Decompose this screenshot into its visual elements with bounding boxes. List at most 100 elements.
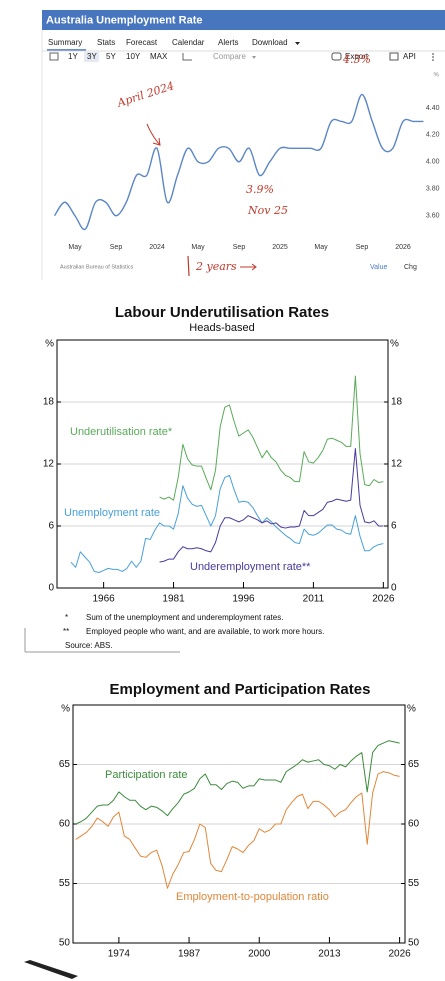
hand-annotation: Nov 25 <box>247 204 288 217</box>
source: Source: ABS. <box>65 641 113 650</box>
api-icon <box>389 52 399 61</box>
x-tick-label: 1981 <box>162 594 185 605</box>
footer-button[interactable]: Chg <box>404 264 417 271</box>
tab[interactable]: Summary <box>48 38 82 47</box>
y-tick-label: 12 <box>391 459 403 470</box>
chart-title: Labour Underutilisation Rates <box>115 304 329 321</box>
x-tick-label: May <box>68 244 82 251</box>
x-tick-label: 1987 <box>178 949 201 960</box>
x-tick-label: 2011 <box>303 594 325 605</box>
note: Employed people who want, and are availa… <box>86 627 324 636</box>
series-line <box>159 448 384 563</box>
y-tick-label: 60 <box>408 819 420 830</box>
x-tick-label: 1966 <box>92 594 115 605</box>
range-button[interactable]: 10Y <box>126 52 141 61</box>
y-tick-label: 65 <box>408 759 420 770</box>
series-line <box>53 93 424 231</box>
hand-annotation: 2 years <box>195 260 237 273</box>
note-mark: ** <box>63 627 69 636</box>
footer-button[interactable]: Value <box>370 264 387 271</box>
y-tick-label: 0 <box>391 583 397 594</box>
range-button[interactable]: 5Y <box>106 52 116 61</box>
y-unit: % <box>434 73 440 79</box>
hand-arrow <box>240 263 257 271</box>
widget-title: Australia Unemployment Rate <box>46 14 202 26</box>
series-line <box>75 771 400 889</box>
y-tick-label: 55 <box>408 878 420 889</box>
tab[interactable]: Download <box>252 38 288 47</box>
more-menu[interactable] <box>432 53 434 61</box>
action-button[interactable]: Export <box>345 52 369 61</box>
series-line <box>70 474 384 573</box>
series-line <box>75 740 400 825</box>
y-tick-label: 65 <box>59 759 71 770</box>
chart-title: Employment and Participation Rates <box>110 681 371 698</box>
export-icon <box>331 52 342 61</box>
plot-frame <box>56 339 389 589</box>
header-bar <box>42 10 445 30</box>
series-label: Unemployment rate <box>64 507 160 519</box>
series-line <box>159 375 384 501</box>
hand-annotation: 4.5% <box>342 53 371 66</box>
x-tick-label: 2026 <box>388 949 411 960</box>
y-tick-label: 3.60 <box>426 213 440 220</box>
y-tick-label: 50 <box>408 938 420 949</box>
x-tick-label: 2026 <box>395 244 411 251</box>
y-unit: % <box>390 339 399 350</box>
action-button[interactable]: API <box>403 52 416 61</box>
series-label: Underutilisation rate* <box>70 426 173 438</box>
y-tick-label: 50 <box>59 938 71 949</box>
tab[interactable]: Alerts <box>218 38 238 47</box>
y-tick-label: 0 <box>48 583 54 594</box>
tab[interactable]: Forecast <box>126 38 158 47</box>
y-tick-label: 4.00 <box>426 159 440 166</box>
y-unit: % <box>45 339 54 350</box>
y-tick-label: 4.40 <box>426 105 440 112</box>
hand-arrow <box>146 123 161 146</box>
dropdown-icon <box>295 42 300 45</box>
y-tick-label: 18 <box>43 397 55 408</box>
x-tick-label: 2026 <box>372 594 395 605</box>
y-tick-label: 6 <box>48 521 54 532</box>
x-tick-label: 2013 <box>318 949 341 960</box>
y-tick-label: 60 <box>59 819 71 830</box>
chart-type-icon[interactable] <box>182 53 192 61</box>
tab[interactable]: Stats <box>97 38 115 47</box>
x-tick-label: May <box>314 244 328 251</box>
y-tick-label: 3.80 <box>426 186 440 193</box>
series-label: Participation rate <box>105 769 188 781</box>
y-tick-label: 6 <box>391 521 397 532</box>
source: Australian Bureau of Statistics <box>60 264 134 270</box>
y-unit: % <box>61 704 70 715</box>
note: Sum of the unemployment and underemploym… <box>86 613 283 622</box>
y-tick-label: 55 <box>59 878 71 889</box>
hand-annotation: 3.9% <box>246 183 274 196</box>
y-unit: % <box>407 704 416 715</box>
x-tick-label: May <box>191 244 205 251</box>
range-button[interactable]: 3Y <box>87 52 97 61</box>
x-tick-label: 2025 <box>272 244 288 251</box>
compare-input[interactable]: Compare <box>213 52 246 61</box>
x-tick-label: 2000 <box>248 949 271 960</box>
x-tick-label: Sep <box>356 244 369 251</box>
scan-mark <box>24 960 78 979</box>
x-tick-label: Sep <box>233 244 246 251</box>
range-button[interactable]: 1Y <box>68 52 78 61</box>
plot-frame <box>72 704 406 944</box>
x-tick-label: 2024 <box>149 244 165 251</box>
y-tick-label: 4.20 <box>426 132 440 139</box>
chart-subtitle: Heads-based <box>189 322 254 334</box>
series-label: Employment-to-population ratio <box>176 891 329 903</box>
calendar-icon[interactable] <box>49 52 59 61</box>
range-button[interactable]: MAX <box>150 52 168 61</box>
range-highlight <box>84 52 99 62</box>
dropdown-icon <box>252 56 256 59</box>
x-tick-label: Sep <box>110 244 123 251</box>
hand-bar <box>187 255 190 277</box>
series-label: Underemployment rate** <box>190 561 311 573</box>
y-tick-label: 12 <box>43 459 55 470</box>
x-tick-label: 1996 <box>232 594 255 605</box>
tab[interactable]: Calendar <box>172 38 205 47</box>
hand-annotation: April 2024 <box>115 79 176 110</box>
